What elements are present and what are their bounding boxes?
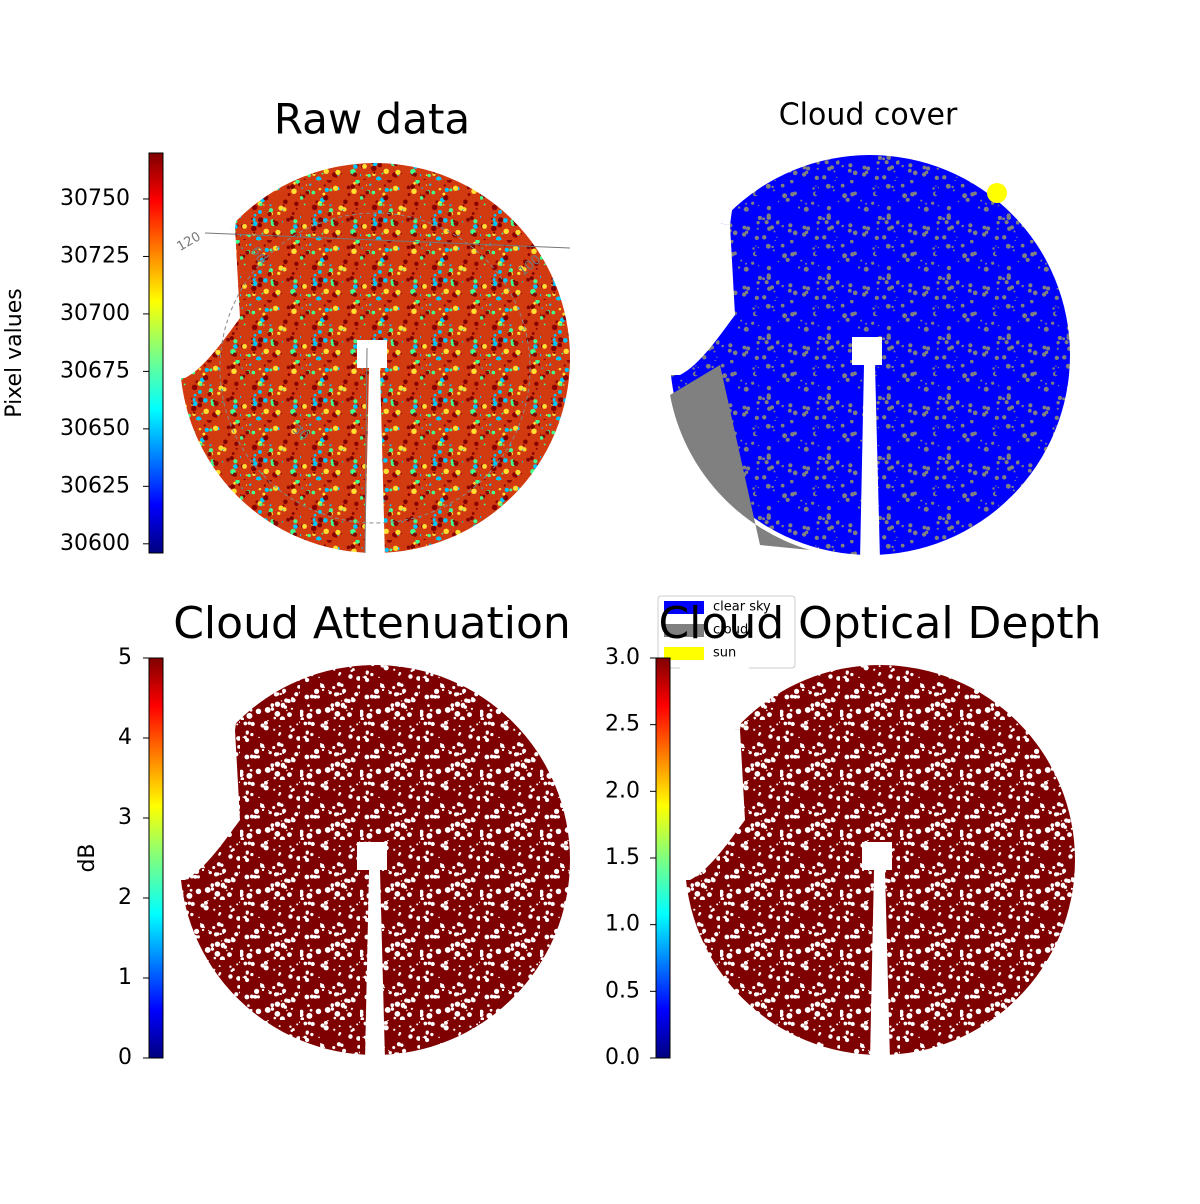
colorbar: [148, 152, 164, 554]
colorbar-label: dB: [75, 843, 100, 872]
colorbar-tick-label: 3: [118, 805, 132, 830]
colorbar: [655, 657, 671, 1059]
colorbar-tick-label: 5: [118, 645, 132, 670]
colorbar: [148, 657, 164, 1059]
colorbar-tick-label: 30600: [60, 531, 130, 556]
legend-swatch: [664, 647, 704, 660]
colorbar-tick-label: 1.0: [605, 912, 640, 937]
colorbar-tick-label: 0.5: [605, 978, 640, 1003]
colorbar-tick-label: 30675: [60, 358, 130, 383]
mask-cutout: [175, 720, 240, 880]
mask-cutout: [665, 215, 735, 375]
mask-cutout: [680, 720, 745, 880]
colorbar-tick-label: 2: [118, 885, 132, 910]
legend-label: sun: [713, 646, 736, 661]
panel-title: Raw data: [274, 95, 470, 144]
panel-title: Cloud cover: [779, 98, 958, 133]
mask-cutout: [175, 218, 240, 378]
colorbar-label: Pixel values: [2, 288, 27, 417]
mask-cutout: [665, 150, 740, 225]
colorbar-tick-label: 30725: [60, 243, 130, 268]
panel-title: Cloud Optical Depth: [658, 598, 1101, 649]
colorbar-tick-label: 1.5: [605, 845, 640, 870]
polar-axis: [364, 347, 368, 554]
mask-cutout: [680, 660, 750, 730]
colorbar-tick-label: 30700: [60, 301, 130, 326]
colorbar-tick-label: 0: [118, 1045, 132, 1070]
legend-swatch: [664, 601, 704, 614]
colorbar-tick-label: 4: [118, 725, 132, 750]
polar-axis: [204, 232, 571, 249]
colorbar-tick-label: 30625: [60, 473, 130, 498]
mask-cutout: [175, 158, 245, 228]
polar-grid: [219, 212, 531, 524]
panel-title: Cloud Attenuation: [173, 598, 571, 649]
mask-slit: [862, 842, 892, 1060]
colorbar-tick-label: 2.5: [605, 712, 640, 737]
legend-swatch: [664, 624, 704, 637]
colorbar-tick-label: 2.0: [605, 778, 640, 803]
colorbar-tick-label: 3.0: [605, 645, 640, 670]
mask-slit: [357, 340, 387, 558]
colorbar-tick-label: 0.0: [605, 1045, 640, 1070]
colorbar-tick-label: 30650: [60, 416, 130, 441]
colorbar-tick-label: 30750: [60, 186, 130, 211]
mask-cutout: [175, 660, 245, 730]
mask-slit: [852, 337, 882, 560]
polar-label: 60: [247, 244, 268, 266]
colorbar-tick-label: 1: [118, 965, 132, 990]
cloud-region: [670, 365, 810, 550]
legend-label: clear sky: [713, 600, 771, 615]
mask-slit: [357, 842, 387, 1060]
sun-marker: [987, 183, 1007, 203]
legend-label: cloud: [713, 623, 748, 638]
